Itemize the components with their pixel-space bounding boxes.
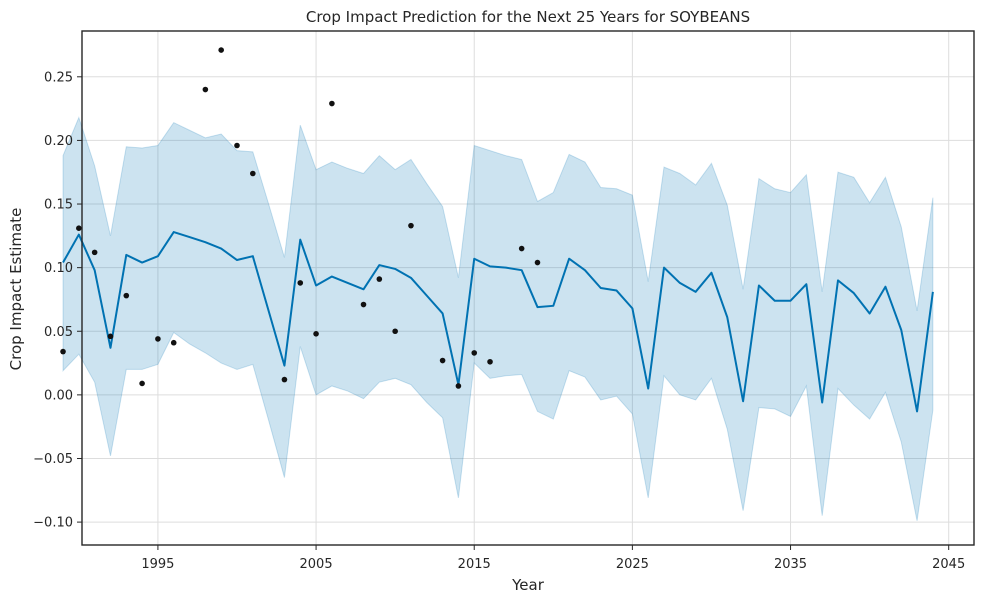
observed-point [487,358,493,365]
x-axis-label: Year [511,576,545,594]
uncertainty-band [62,116,934,521]
observed-points [60,47,541,389]
x-axis-ticks: 1995 2005 2015 2025 2035 2045 [141,545,965,572]
x-tick-label: 2025 [616,557,649,572]
y-tick-label: 0.15 [44,198,73,213]
x-tick-label: 2035 [774,557,807,572]
x-tick-label: 2015 [458,557,491,572]
y-tick-label: 0.00 [44,388,73,403]
observed-point [107,333,114,340]
y-tick-label: 0.25 [44,70,73,85]
observed-point [471,350,478,356]
y-tick-label: −0.10 [33,516,73,531]
observed-point [91,249,98,256]
forecast-line [62,231,934,413]
observed-point [250,170,256,177]
y-axis-ticks: −0.10 −0.05 0.00 0.05 0.10 0.15 0.20 0.25 [33,70,82,531]
observed-point [281,376,288,383]
observed-point [234,142,240,149]
observed-point [360,301,367,308]
y-tick-label: 0.10 [44,261,73,276]
observed-point [218,47,224,53]
observed-point [329,100,335,107]
observed-point [518,245,525,252]
chart-title: Crop Impact Prediction for the Next 25 Y… [306,8,750,26]
observed-point [455,383,462,389]
observed-point [123,292,130,299]
observed-point [439,357,446,364]
observed-point [60,348,66,355]
y-tick-label: 0.20 [44,134,73,149]
observed-point [170,339,177,346]
y-tick-label: 0.05 [44,325,73,340]
observed-point [139,380,145,387]
forecast-series-line [62,231,934,413]
x-tick-label: 1995 [141,557,174,572]
x-tick-label: 2045 [932,557,965,572]
observed-point [392,328,398,335]
observed-point [313,331,319,337]
observed-point [202,86,209,93]
observed-point [376,276,383,282]
observed-point [408,222,414,229]
y-axis-label: Crop Impact Estimate [7,208,25,371]
observed-point [534,259,541,266]
observed-point [297,280,304,286]
plot-frame [81,30,975,546]
x-tick-label: 2005 [300,557,333,572]
y-tick-label: −0.05 [33,452,73,467]
observed-point [155,336,161,342]
uncertainty-interval-area [62,116,934,521]
observed-point [76,225,82,231]
grid-lines [82,31,974,545]
